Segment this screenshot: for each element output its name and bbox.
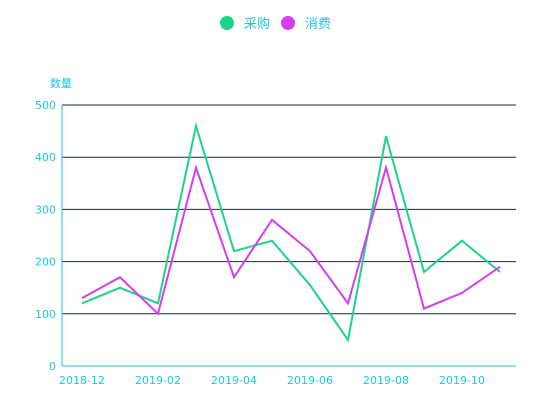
y-tick-label: 500 xyxy=(35,99,56,112)
y-tick-label: 200 xyxy=(35,256,56,269)
y-axis-label: 数量 xyxy=(50,77,72,90)
legend: 采购 消费 xyxy=(220,16,331,32)
y-tick-label: 0 xyxy=(49,360,56,373)
y-tick-label: 400 xyxy=(35,151,56,164)
legend-label: 消费 xyxy=(305,17,331,32)
y-tick-label: 300 xyxy=(35,203,56,216)
x-tick-label: 2018-12 xyxy=(59,374,105,387)
axes xyxy=(61,105,516,367)
legend-label: 采购 xyxy=(244,16,270,32)
grid-lines xyxy=(62,104,516,315)
legend-swatch xyxy=(220,16,234,30)
x-tick-label: 2019-06 xyxy=(287,374,333,387)
x-tick-label: 2019-08 xyxy=(363,374,409,387)
x-tick-labels: 2018-12 2019-02 2019-04 2019-06 2019-08 2019-… xyxy=(59,374,485,387)
x-tick-label: 2019-04 xyxy=(211,374,257,387)
series-line-1 xyxy=(81,163,501,316)
series-line-0 xyxy=(81,121,501,343)
x-tick-label: 2019-10 xyxy=(439,374,485,387)
y-tick-label: 100 xyxy=(35,308,56,321)
y-tick-labels: 0 100 200 300 400 500 xyxy=(35,99,56,373)
x-tick-label: 2019-02 xyxy=(135,374,181,387)
series-lines xyxy=(81,121,501,343)
legend-swatch xyxy=(281,16,295,30)
